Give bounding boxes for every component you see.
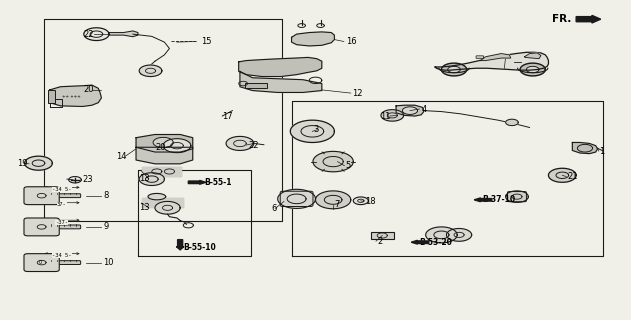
Text: 22: 22 <box>248 140 259 149</box>
FancyBboxPatch shape <box>44 225 81 229</box>
Polygon shape <box>316 191 351 209</box>
Polygon shape <box>139 65 162 76</box>
Text: 13: 13 <box>139 203 150 212</box>
Polygon shape <box>435 52 548 70</box>
Text: 9: 9 <box>103 222 109 231</box>
Polygon shape <box>142 198 183 207</box>
Polygon shape <box>292 32 334 46</box>
Polygon shape <box>139 173 165 186</box>
Text: B-55-1: B-55-1 <box>204 178 232 187</box>
Polygon shape <box>50 85 102 107</box>
Bar <box>48 90 56 103</box>
Text: 0: 0 <box>38 260 42 265</box>
Text: 15: 15 <box>201 37 211 46</box>
FancyBboxPatch shape <box>476 56 483 58</box>
FancyArrow shape <box>188 180 206 184</box>
Text: 1: 1 <box>599 147 604 156</box>
Polygon shape <box>226 136 254 150</box>
Text: 4: 4 <box>422 105 427 114</box>
Polygon shape <box>25 156 52 170</box>
Text: 2: 2 <box>377 237 382 246</box>
Text: FR.: FR. <box>552 14 572 24</box>
Polygon shape <box>505 119 518 125</box>
FancyBboxPatch shape <box>24 187 59 204</box>
FancyBboxPatch shape <box>44 194 81 197</box>
Text: 17: 17 <box>222 112 233 121</box>
Polygon shape <box>396 105 424 116</box>
Polygon shape <box>163 139 191 153</box>
FancyBboxPatch shape <box>24 218 59 236</box>
Text: 7: 7 <box>334 200 339 209</box>
Polygon shape <box>572 142 598 154</box>
Bar <box>371 232 394 239</box>
Text: B-53-20: B-53-20 <box>420 238 452 247</box>
Polygon shape <box>505 191 528 202</box>
Text: B-55-10: B-55-10 <box>183 243 216 252</box>
Text: 10: 10 <box>103 258 114 267</box>
Text: -34 5-: -34 5- <box>52 253 71 258</box>
Polygon shape <box>548 168 576 182</box>
Text: 13: 13 <box>139 174 150 183</box>
Text: 6: 6 <box>271 204 276 213</box>
Polygon shape <box>381 110 404 121</box>
Polygon shape <box>84 28 109 41</box>
Text: B-37-10: B-37-10 <box>482 195 516 204</box>
Polygon shape <box>480 53 510 60</box>
Text: 37-: 37- <box>57 202 67 207</box>
Polygon shape <box>403 107 418 115</box>
Polygon shape <box>447 228 471 241</box>
Text: 20: 20 <box>156 143 167 152</box>
Polygon shape <box>109 31 138 37</box>
Text: -37-: -37- <box>56 220 68 225</box>
Polygon shape <box>353 197 369 204</box>
Polygon shape <box>278 189 316 208</box>
Text: 3: 3 <box>313 125 319 134</box>
Text: 8: 8 <box>103 191 109 200</box>
Polygon shape <box>148 194 166 200</box>
Text: 5: 5 <box>346 161 351 170</box>
Text: 14: 14 <box>116 152 127 161</box>
Text: 16: 16 <box>346 37 357 46</box>
Polygon shape <box>240 71 322 92</box>
Text: 23: 23 <box>83 175 93 184</box>
Bar <box>245 83 267 88</box>
Text: 22: 22 <box>83 30 94 39</box>
Polygon shape <box>136 134 192 152</box>
Polygon shape <box>290 120 334 142</box>
Polygon shape <box>136 147 192 164</box>
Polygon shape <box>142 167 180 176</box>
Text: 20: 20 <box>83 85 94 94</box>
FancyBboxPatch shape <box>44 261 81 265</box>
Text: 21: 21 <box>567 172 578 181</box>
Polygon shape <box>520 63 545 76</box>
FancyBboxPatch shape <box>24 254 59 271</box>
FancyArrow shape <box>176 240 184 250</box>
Polygon shape <box>526 66 539 73</box>
Text: 12: 12 <box>352 89 363 98</box>
Polygon shape <box>426 227 457 243</box>
Text: -34 5-: -34 5- <box>52 187 71 192</box>
Polygon shape <box>239 57 322 76</box>
Polygon shape <box>442 63 466 76</box>
Text: 11: 11 <box>380 112 391 121</box>
Polygon shape <box>153 137 173 148</box>
Polygon shape <box>313 151 353 172</box>
FancyArrow shape <box>576 15 601 23</box>
Polygon shape <box>155 201 180 214</box>
FancyArrow shape <box>411 240 429 244</box>
FancyArrow shape <box>474 198 492 202</box>
Text: 19: 19 <box>17 159 28 168</box>
Text: ✦✦ ✦✦✦: ✦✦ ✦✦✦ <box>62 94 81 98</box>
Polygon shape <box>524 53 541 59</box>
Text: 18: 18 <box>365 197 375 206</box>
Polygon shape <box>448 66 460 73</box>
